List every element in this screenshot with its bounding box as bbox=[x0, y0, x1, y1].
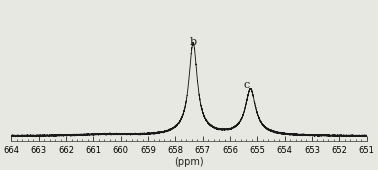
Text: b: b bbox=[189, 37, 197, 47]
X-axis label: (ppm): (ppm) bbox=[174, 157, 204, 167]
Text: c: c bbox=[244, 80, 250, 90]
